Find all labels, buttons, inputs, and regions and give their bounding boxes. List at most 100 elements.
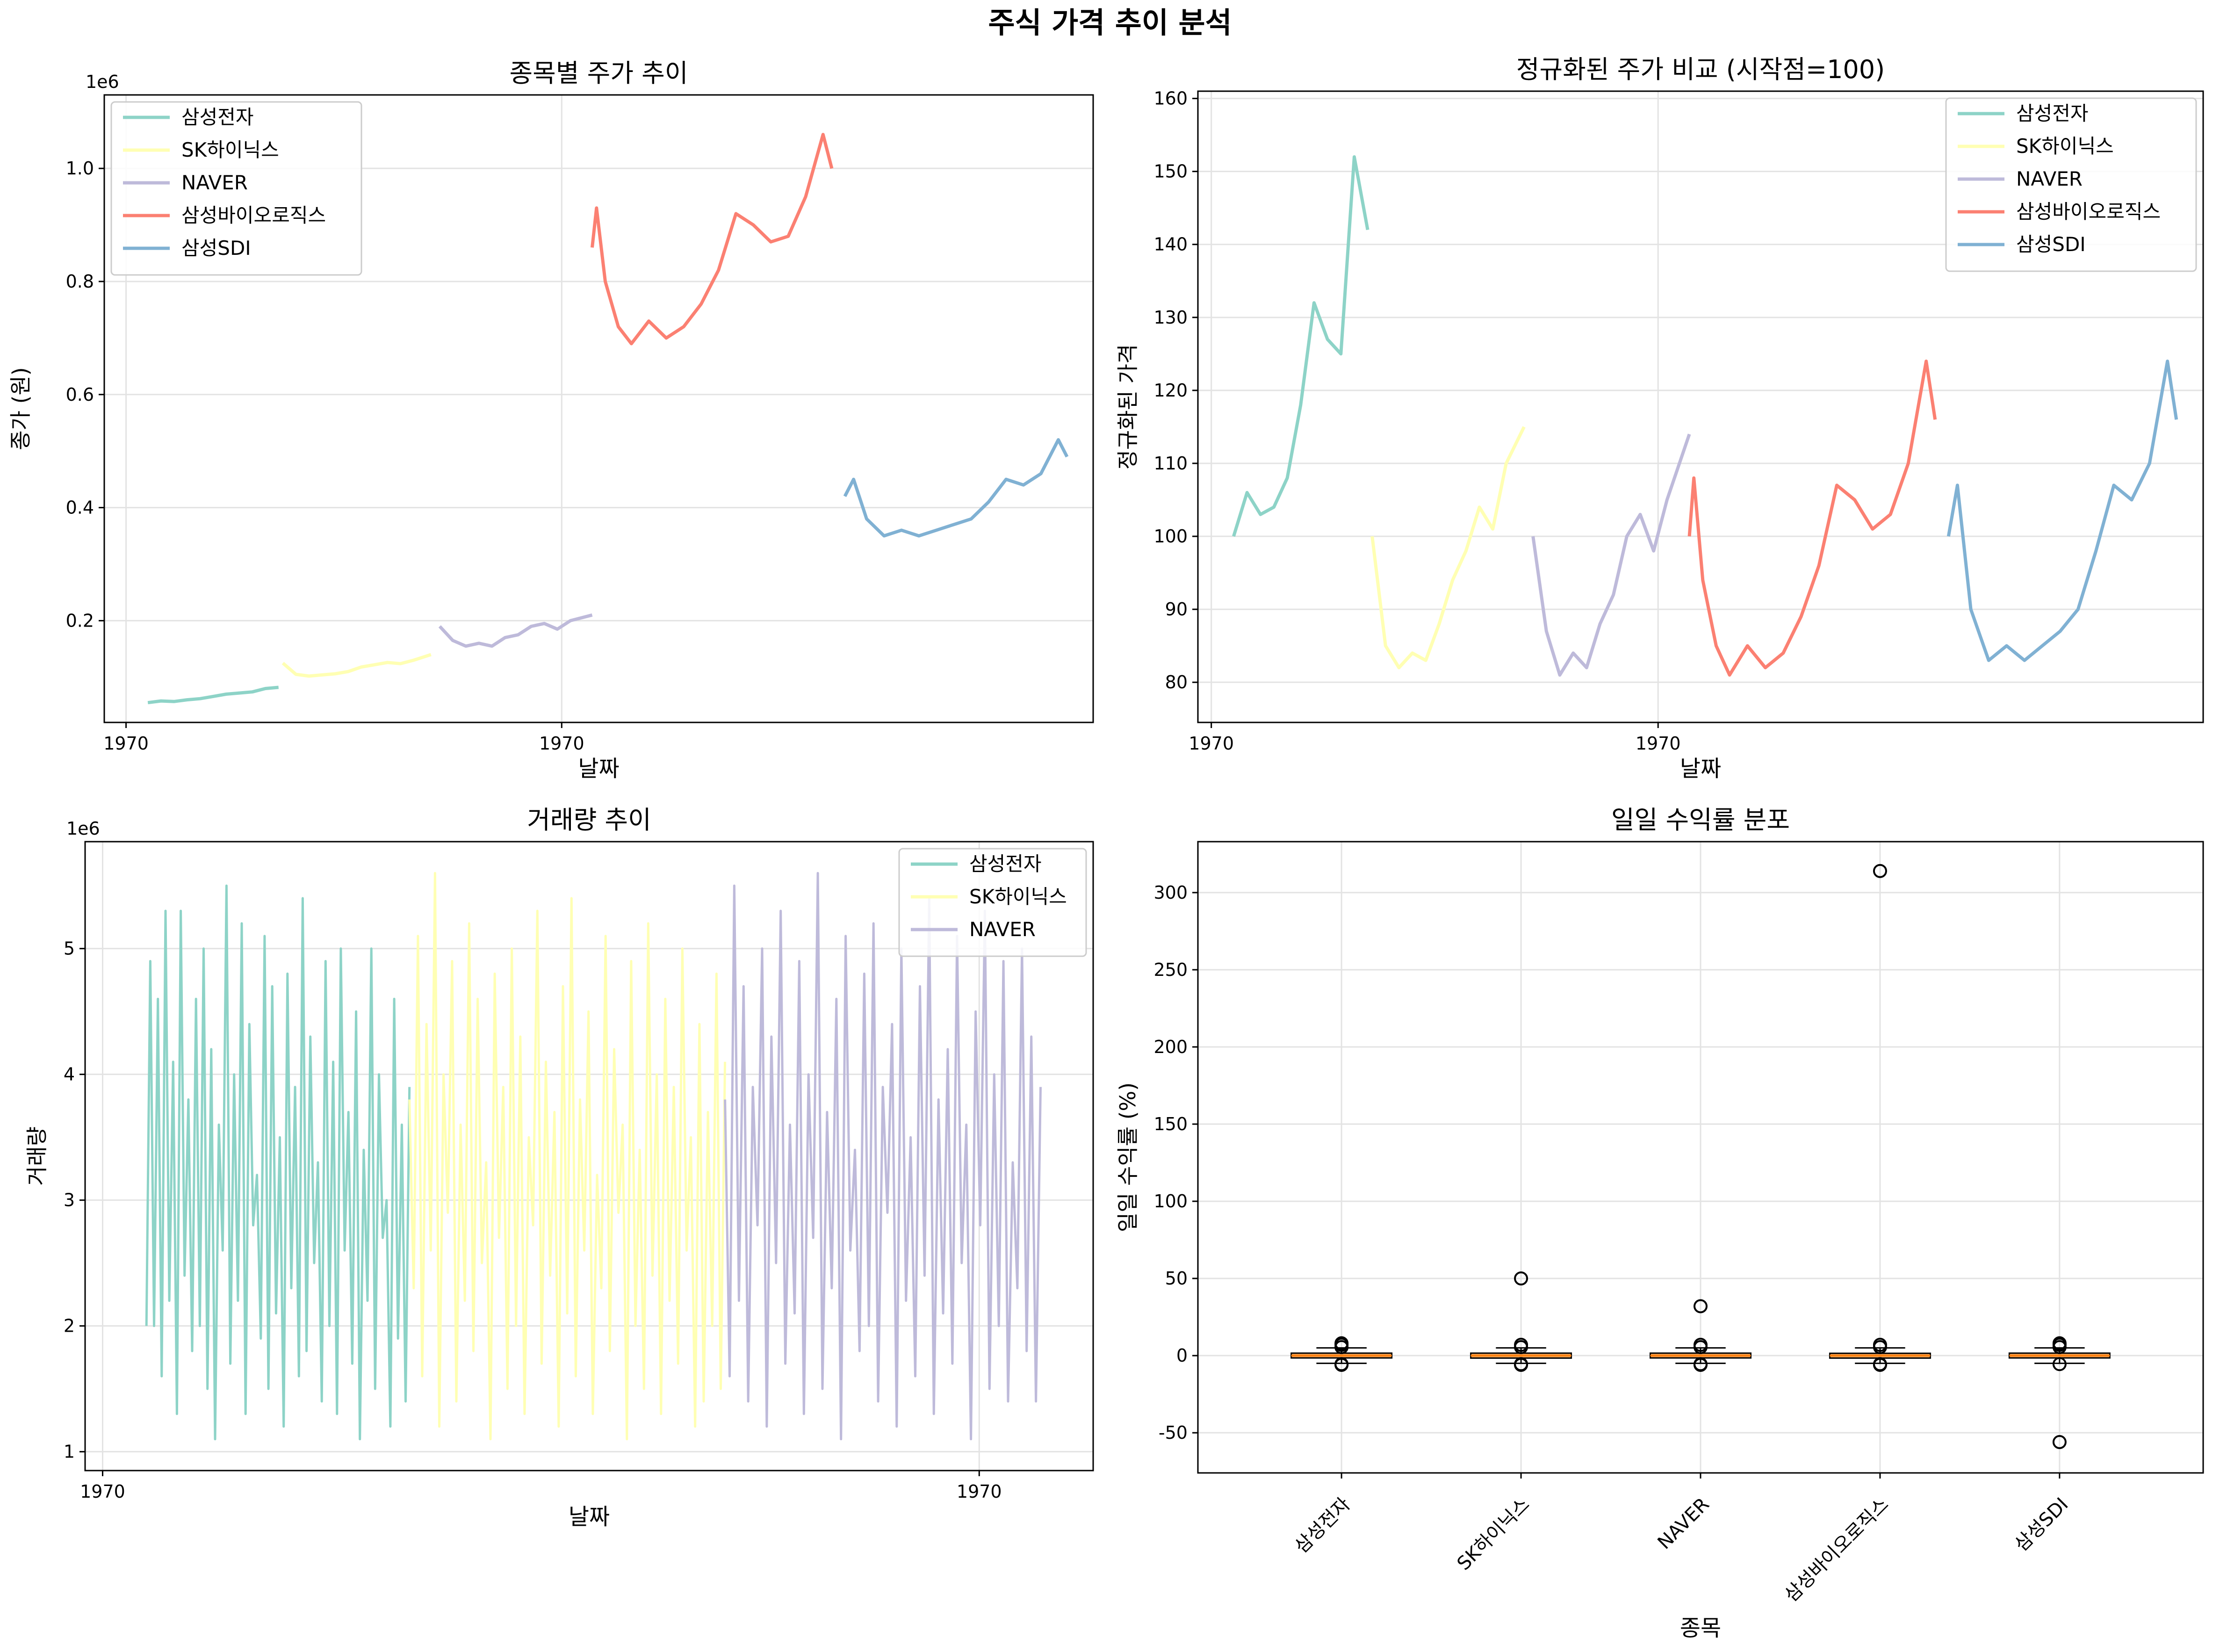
series-line-1: [145, 884, 411, 1441]
panel-4: -50 0 50 100 150 200 250 300 삼성전자 SK하이닉스 NAVER 삼성바이…: [1115, 805, 2204, 1641]
legend-label: NAVER: [181, 171, 248, 194]
y-tick-label: 1.0: [66, 158, 94, 179]
legend-label: SK하이닉스: [969, 885, 1067, 908]
box-flier: [1514, 1271, 1528, 1286]
legend-label: NAVER: [969, 918, 1036, 941]
axes-frame: [84, 841, 1094, 1472]
series-line-4: [591, 133, 834, 346]
y-tick-label: 140: [1153, 234, 1188, 255]
legend-label: SK하이닉스: [2016, 135, 2114, 158]
box-flier: [2052, 1357, 2067, 1371]
box-flier: [1694, 1338, 1708, 1352]
x-tick-label: 1970: [1189, 733, 1234, 754]
box-3: [1650, 1299, 1751, 1372]
x-tick-label: NAVER: [1654, 1493, 1714, 1553]
box-flier: [1873, 864, 1887, 878]
y-tick-label: 100: [1153, 1191, 1188, 1212]
figure-title: 주식 가격 추이 분석: [988, 6, 1232, 40]
box-1: [1290, 1336, 1393, 1372]
legend-label: 삼성바이오로직스: [2016, 200, 2161, 223]
y-axis-label: 일일 수익률 (%): [1115, 1082, 1140, 1232]
y-tick-label: 80: [1165, 672, 1188, 693]
series-line-1: [147, 685, 279, 705]
series-line-5: [843, 438, 1069, 538]
y-tick-label: 0.2: [66, 610, 94, 631]
chart-title: 정규화된 주가 비교 (시작점=100): [1516, 55, 1885, 84]
box-flier: [2052, 1435, 2067, 1449]
x-axis-label: 날짜: [578, 756, 619, 782]
axes-frame: [103, 94, 1094, 723]
chart-title: 일일 수익률 분포: [1611, 805, 1790, 835]
legend-label: 삼성전자: [181, 106, 254, 129]
y-tick-label: 5: [64, 938, 75, 959]
legend-label: 삼성전자: [2016, 102, 2089, 125]
series-line-5: [1946, 360, 2178, 662]
y-tick-label: 0.6: [66, 384, 94, 405]
y-tick-label: 120: [1153, 380, 1188, 401]
box-flier: [1514, 1338, 1528, 1352]
legend: 삼성전자 SK하이닉스 NAVER: [898, 848, 1087, 957]
y-tick-label: 110: [1153, 453, 1188, 474]
y-tick-label: 90: [1165, 599, 1188, 620]
box-flier: [1873, 1338, 1887, 1352]
y-offset-label: 1e6: [66, 818, 100, 839]
box-4: [1829, 864, 1931, 1372]
box-flier: [2052, 1336, 2067, 1350]
x-tick-label: 1970: [80, 1481, 125, 1502]
x-tick-label: 삼성SDI: [2011, 1493, 2073, 1556]
y-axis-label: 종가 (원): [8, 367, 33, 450]
x-axis-label: 날짜: [569, 1504, 610, 1530]
box-flier: [1334, 1336, 1349, 1350]
legend-label: NAVER: [2016, 167, 2083, 190]
y-tick-label: 130: [1153, 307, 1188, 328]
x-axis-label: 날짜: [1680, 756, 1721, 782]
y-tick-label: 50: [1165, 1268, 1188, 1289]
y-tick-label: 2: [64, 1316, 75, 1336]
box-flier: [1514, 1357, 1528, 1371]
legend-box: [1945, 97, 2197, 272]
box-flier: [1334, 1357, 1349, 1371]
y-tick-label: 1: [64, 1442, 75, 1462]
box-2: [1470, 1271, 1572, 1372]
y-tick-label: 150: [1153, 161, 1188, 182]
series-line-2: [408, 872, 727, 1441]
chart-title: 종목별 주가 추이: [509, 58, 688, 88]
y-tick-label: 300: [1153, 882, 1188, 903]
legend-label: SK하이닉스: [181, 138, 279, 161]
series-line-3: [1531, 433, 1691, 677]
legend-box: [110, 101, 362, 276]
series-line-3: [724, 872, 1042, 1441]
y-tick-label: 0: [1176, 1345, 1188, 1366]
y-offset-label: 1e6: [86, 72, 119, 92]
y-tick-label: 0.4: [66, 498, 94, 518]
series-line-1: [1232, 155, 1369, 537]
y-tick-label: 150: [1153, 1114, 1188, 1134]
x-tick-label: 삼성전자: [1290, 1493, 1355, 1558]
legend-label: 삼성바이오로직스: [181, 204, 326, 227]
y-tick-label: 160: [1153, 88, 1188, 109]
axes-frame: [1197, 90, 2204, 723]
series-line-3: [438, 613, 593, 648]
chart-title: 거래량 추이: [527, 805, 651, 835]
y-axis-label: 거래량: [24, 1126, 50, 1186]
y-tick-label: 3: [64, 1190, 75, 1211]
y-tick-label: 0.8: [66, 271, 94, 292]
box-flier: [1694, 1357, 1708, 1371]
y-tick-label: 100: [1153, 526, 1188, 547]
x-tick-label: 1970: [539, 733, 584, 754]
x-tick-label: 삼성바이오로직스: [1780, 1493, 1893, 1606]
panel-2: 80 90 100 110 120 130 140 150 160 1970 1970 정규화된 주가…: [1115, 55, 2204, 782]
y-tick-label: -50: [1159, 1422, 1188, 1443]
y-tick-label: 4: [64, 1064, 75, 1085]
series-line-4: [1687, 360, 1937, 677]
series-line-2: [1370, 426, 1526, 670]
x-tick-label: 1970: [957, 1481, 1002, 1502]
x-tick-label: 1970: [103, 733, 149, 754]
y-axis-label: 정규화된 가격: [1115, 344, 1140, 470]
